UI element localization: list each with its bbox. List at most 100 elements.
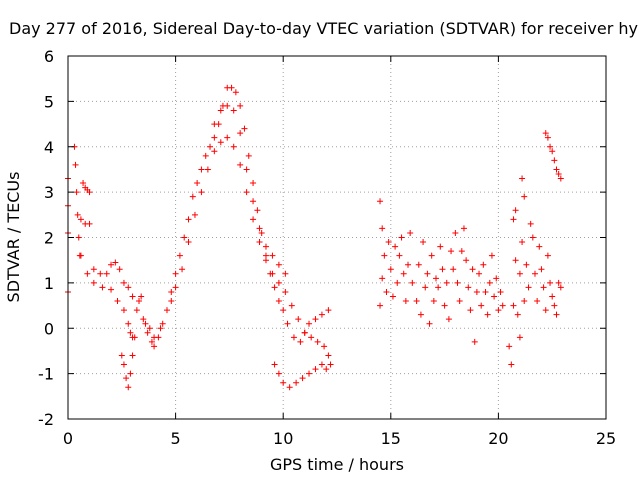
data-point	[90, 266, 97, 273]
data-point	[172, 284, 179, 291]
data-point	[224, 102, 231, 109]
data-point	[409, 279, 416, 286]
data-point	[84, 270, 91, 277]
data-point	[536, 243, 543, 250]
data-point	[381, 252, 388, 259]
data-point	[318, 311, 325, 318]
x-tick-label: 25	[596, 429, 616, 448]
data-point	[120, 307, 127, 314]
data-point	[73, 189, 80, 196]
data-point	[299, 375, 306, 382]
data-point	[293, 379, 300, 386]
data-point	[454, 279, 461, 286]
data-point	[301, 329, 308, 336]
data-point	[103, 270, 110, 277]
data-point	[118, 352, 125, 359]
data-point	[510, 216, 517, 223]
data-point	[437, 243, 444, 250]
data-point	[185, 239, 192, 246]
data-point	[275, 261, 282, 268]
data-point	[469, 266, 476, 273]
data-point	[127, 329, 134, 336]
data-point	[321, 343, 328, 350]
data-point	[499, 302, 506, 309]
data-point	[405, 261, 412, 268]
y-tick-label: 3	[44, 183, 54, 202]
data-point	[495, 307, 502, 314]
data-point	[424, 270, 431, 277]
data-point	[463, 257, 470, 264]
data-point	[512, 207, 519, 214]
data-point	[280, 379, 287, 386]
data-point	[125, 320, 132, 327]
data-point	[549, 148, 556, 155]
data-point	[237, 130, 244, 137]
data-point	[551, 157, 558, 164]
data-point	[189, 193, 196, 200]
data-point	[198, 189, 205, 196]
data-point	[402, 298, 409, 305]
data-point	[230, 143, 237, 150]
data-point	[168, 298, 175, 305]
data-point	[458, 248, 465, 255]
data-point	[512, 257, 519, 264]
data-point	[282, 270, 289, 277]
data-point	[506, 343, 513, 350]
data-point	[194, 180, 201, 187]
data-point	[86, 189, 93, 196]
data-point	[480, 261, 487, 268]
data-point	[383, 288, 390, 295]
data-point	[129, 352, 136, 359]
data-point	[138, 293, 145, 300]
data-point	[557, 175, 564, 182]
data-point	[237, 102, 244, 109]
data-point	[415, 261, 422, 268]
data-point	[396, 252, 403, 259]
data-point	[452, 229, 459, 236]
y-tick-label: 5	[44, 92, 54, 111]
data-point	[422, 284, 429, 291]
data-point	[450, 266, 457, 273]
data-point	[529, 234, 536, 241]
x-tick-label: 10	[273, 429, 293, 448]
data-point	[90, 279, 97, 286]
data-point	[521, 193, 528, 200]
data-point	[176, 252, 183, 259]
data-point	[245, 152, 252, 159]
grid	[68, 56, 606, 419]
data-point	[140, 316, 147, 323]
data-point	[241, 125, 248, 132]
data-point	[256, 239, 263, 246]
data-point	[284, 320, 291, 327]
data-point	[108, 261, 115, 268]
data-point	[385, 239, 392, 246]
data-point	[271, 284, 278, 291]
y-axis-label: SDTVAR / TECUs	[4, 172, 23, 303]
data-point	[133, 307, 140, 314]
data-point	[544, 252, 551, 259]
y-tick-label: 6	[44, 47, 54, 66]
data-point	[491, 293, 498, 300]
data-point	[295, 316, 302, 323]
axis-ticks: 0 5 10 15 20 25 -2 -1 0 1 2 3 4 5 6	[38, 47, 616, 448]
data-point	[377, 302, 384, 309]
data-point	[290, 334, 297, 341]
data-point	[426, 320, 433, 327]
data-point	[179, 266, 186, 273]
data-point	[467, 307, 474, 314]
data-point	[443, 279, 450, 286]
data-point	[516, 270, 523, 277]
data-point	[148, 338, 155, 345]
data-point	[237, 161, 244, 168]
x-axis-label: GPS time / hours	[270, 455, 404, 474]
data-point	[394, 279, 401, 286]
data-point	[435, 284, 442, 291]
data-point	[547, 143, 554, 150]
data-point	[217, 139, 224, 146]
data-point	[250, 198, 257, 205]
data-point	[555, 170, 562, 177]
y-tick-label: -1	[38, 365, 54, 384]
data-point	[428, 252, 435, 259]
data-point	[86, 220, 93, 227]
